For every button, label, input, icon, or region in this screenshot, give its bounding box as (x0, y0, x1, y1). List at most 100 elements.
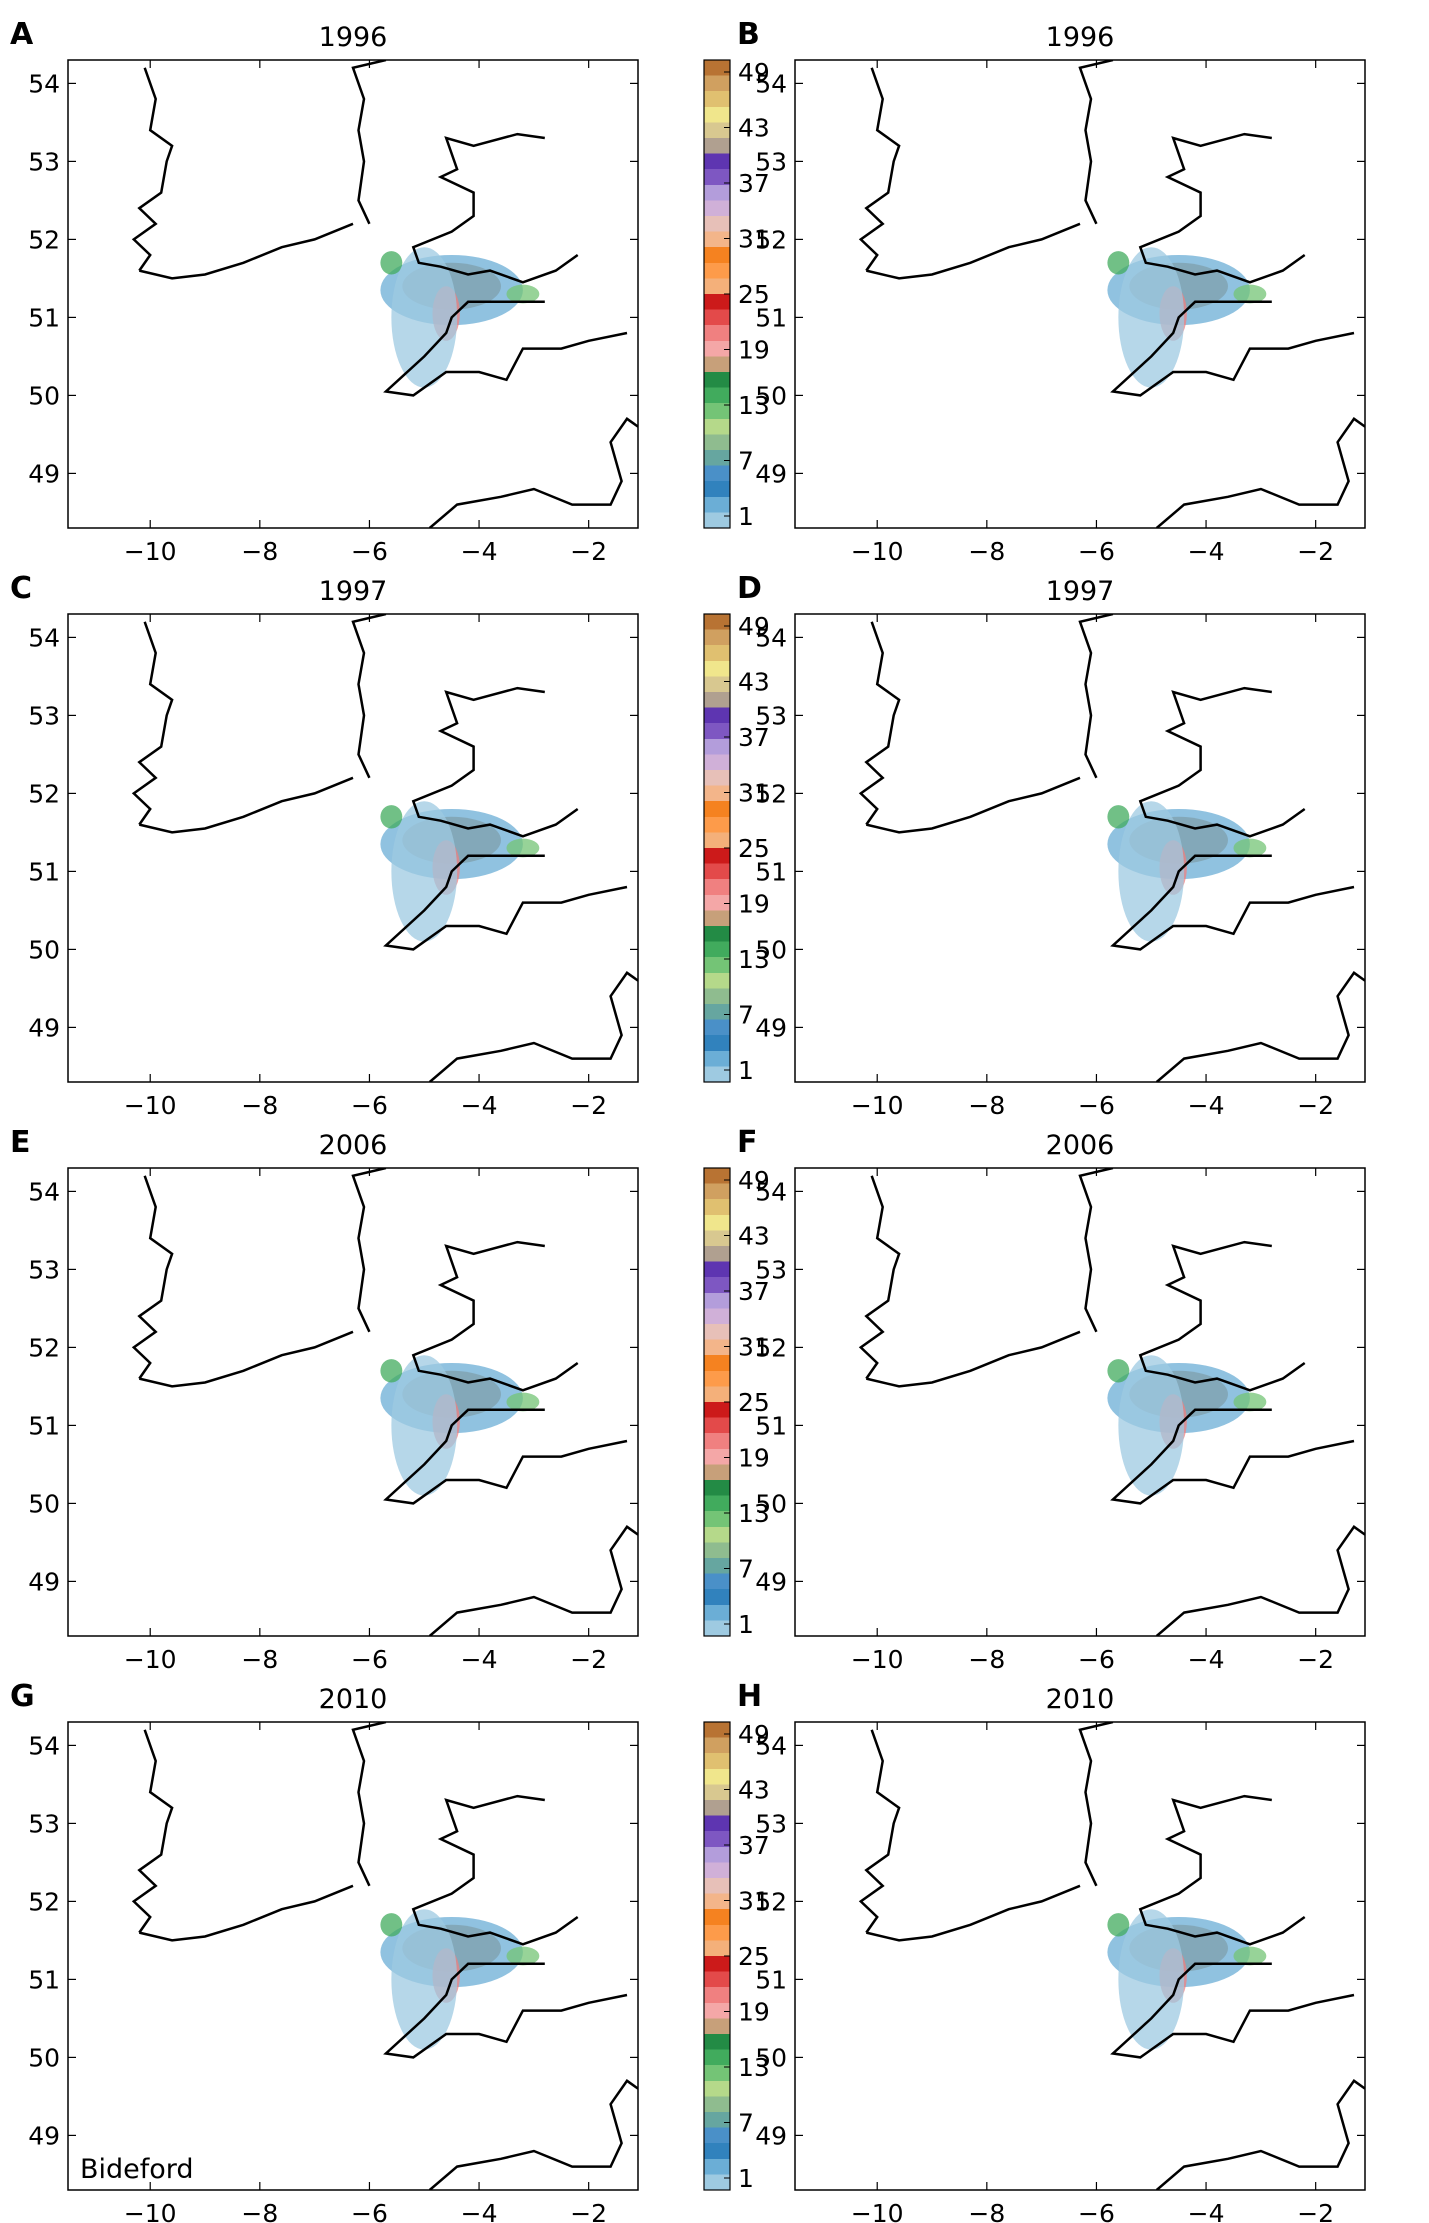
y-tick-label: 52 (28, 1333, 60, 1362)
coastline (428, 2079, 638, 2190)
y-tick-label: 51 (28, 303, 60, 332)
colorbar-tick-label: 37 (738, 169, 770, 198)
colorbar-tick-label: 1 (738, 1056, 754, 1085)
coastline (866, 1330, 1081, 1388)
colorbar-tick-label: 43 (738, 1776, 770, 1805)
coastline (866, 1884, 1081, 1942)
coastline (1110, 1962, 1355, 2059)
colorbar-tick-label: 7 (738, 2109, 754, 2138)
y-tick-label: 51 (755, 303, 787, 332)
y-tick-label: 52 (28, 779, 60, 808)
density-blob (506, 284, 540, 304)
map-panel-h: H 2010 −10 −8 −6 −4 −2 54 53 52 51 50 49 49 43 37 31 25 19… (737, 1679, 1366, 2223)
panel-letter: D (737, 571, 762, 606)
coastline (858, 1175, 901, 1380)
y-tick-label: 49 (28, 459, 60, 488)
coastline (1110, 300, 1355, 397)
coastline (1138, 132, 1306, 284)
map-panel-f: F 2006 −10 −8 −6 −4 −2 54 53 52 51 50 49 49 43 37 31 25 19… (737, 1125, 1366, 1674)
colorbar-tick-label: 7 (738, 447, 754, 476)
y-tick-label: 52 (28, 1887, 60, 1916)
density-blob (391, 1909, 458, 2050)
x-tick-label: −10 (851, 537, 904, 566)
colorbar-tick-label: 31 (738, 225, 770, 254)
coastline (383, 1408, 628, 1505)
coastline (1138, 1794, 1306, 1946)
plot-frame (794, 1721, 1366, 2191)
panel-letter: F (737, 1125, 758, 1160)
y-tick-label: 51 (755, 857, 787, 886)
coastline (1155, 2079, 1365, 2190)
plot-frame (67, 1167, 639, 1637)
colorbar-tick-label: 19 (738, 1998, 770, 2027)
panel-letter: G (10, 1679, 35, 1714)
plot-frame (67, 59, 639, 529)
coastline (383, 854, 628, 951)
panel-title: 2006 (319, 1130, 388, 1161)
y-tick-label: 51 (755, 1411, 787, 1440)
colorbar-tick-label: 37 (738, 1831, 770, 1860)
colorbar-tick-label: 25 (738, 834, 770, 863)
panel-letter: B (737, 17, 760, 52)
y-tick-label: 49 (28, 2121, 60, 2150)
coastline (139, 1330, 354, 1388)
coastline (1078, 614, 1114, 779)
y-tick-label: 49 (28, 1567, 60, 1596)
x-tick-label: −8 (241, 537, 278, 566)
coastline (1155, 971, 1365, 1082)
coastline (1138, 1240, 1306, 1392)
x-tick-label: −4 (1188, 537, 1225, 566)
x-tick-label: −6 (1078, 1645, 1115, 1674)
x-tick-label: −6 (351, 537, 388, 566)
y-tick-label: 49 (755, 2121, 787, 2150)
panel-title: 1996 (319, 22, 388, 53)
y-tick-label: 54 (755, 1177, 787, 1206)
density-blob (1107, 251, 1130, 275)
x-tick-label: −6 (1078, 537, 1115, 566)
plot-frame (794, 613, 1366, 1083)
density-blob (1107, 1913, 1130, 1937)
y-tick-label: 54 (755, 69, 787, 98)
plot-area (68, 614, 638, 1082)
panel-title: 1997 (319, 576, 388, 607)
colorbar-tick-label: 7 (738, 1001, 754, 1030)
map-panel-c: C 1997 −10 −8 −6 −4 −2 54 53 52 51 50 49 49 43 37 31 25 19… (10, 571, 770, 1120)
colorbar-tick-label: 1 (738, 1610, 754, 1639)
x-tick-label: −10 (851, 2199, 904, 2223)
y-tick-label: 54 (28, 1177, 60, 1206)
plot-area (795, 60, 1365, 528)
map-annotation: Bideford (80, 2154, 194, 2185)
density-blob (506, 838, 540, 858)
colorbar-tick-label: 25 (738, 1942, 770, 1971)
plot-frame (794, 59, 1366, 529)
colorbar-tick-label: 25 (738, 1388, 770, 1417)
x-tick-label: −6 (351, 2199, 388, 2223)
y-tick-label: 52 (755, 1887, 787, 1916)
y-tick-label: 50 (755, 1489, 787, 1518)
plot-area (795, 1168, 1365, 1636)
x-tick-label: −4 (1188, 1091, 1225, 1120)
coastline (1078, 60, 1114, 225)
y-tick-label: 53 (755, 701, 787, 730)
coastline (383, 1962, 628, 2059)
panel-letter: H (737, 1679, 762, 1714)
x-tick-label: −2 (570, 2199, 607, 2223)
y-tick-label: 53 (28, 1809, 60, 1838)
y-tick-label: 52 (755, 1333, 787, 1362)
panel-title: 1996 (1046, 22, 1115, 53)
colorbar-tick-label: 19 (738, 336, 770, 365)
x-tick-label: −4 (1188, 2199, 1225, 2223)
x-tick-label: −10 (851, 1645, 904, 1674)
plot-frame (67, 1721, 639, 2191)
x-tick-label: −8 (968, 2199, 1005, 2223)
colorbar-tick-label: 19 (738, 890, 770, 919)
y-tick-label: 50 (28, 2043, 60, 2072)
colorbar-tick-label: 13 (738, 391, 770, 420)
colorbar-tick-label: 13 (738, 945, 770, 974)
colorbar-tick-label: 31 (738, 779, 770, 808)
x-tick-label: −2 (570, 537, 607, 566)
colorbar-tick-label: 1 (738, 502, 754, 531)
coastline (1155, 417, 1365, 528)
x-tick-label: −6 (351, 1645, 388, 1674)
y-tick-label: 54 (28, 1731, 60, 1760)
